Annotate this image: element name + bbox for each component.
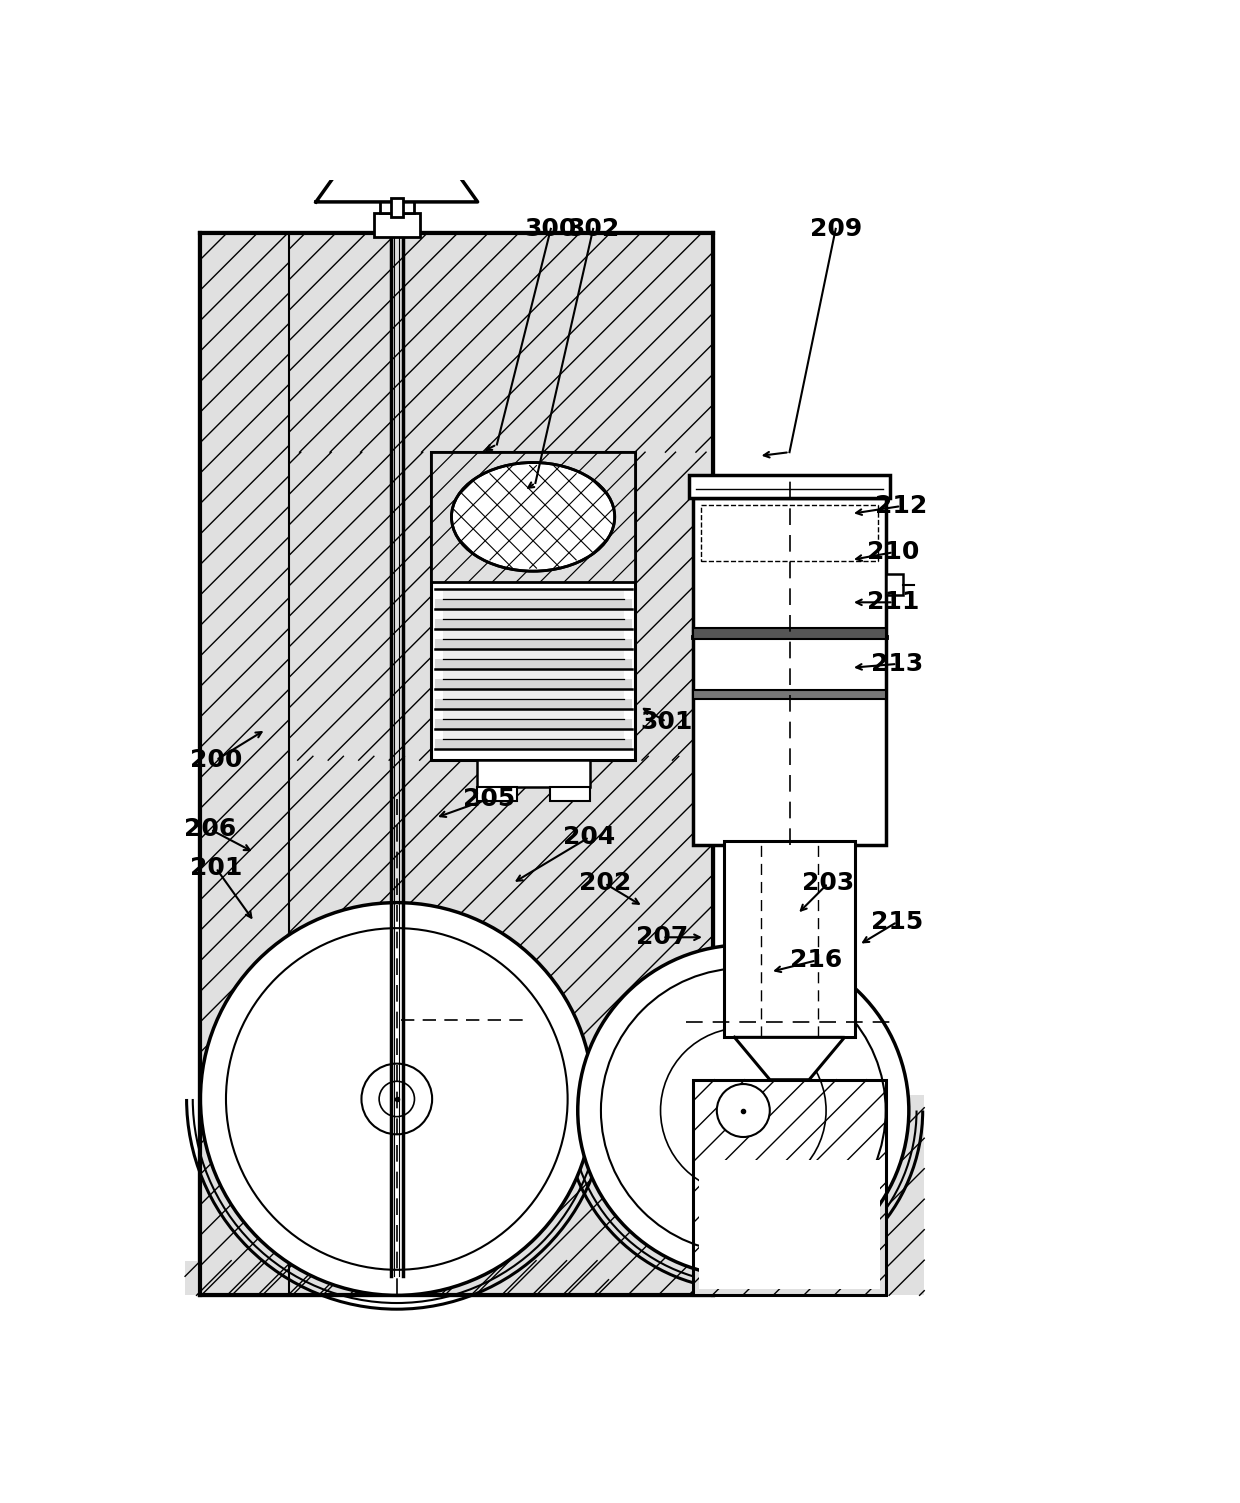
Bar	[435, 699, 631, 709]
Bar	[379, 200, 414, 213]
Text: 205: 205	[463, 786, 516, 810]
Bar	[693, 1079, 885, 1296]
Text: 215: 215	[872, 909, 924, 933]
Text: 300: 300	[525, 216, 577, 240]
Text: 209: 209	[810, 216, 862, 240]
Bar	[201, 233, 713, 1296]
Bar	[443, 688, 624, 699]
Circle shape	[201, 903, 593, 1296]
Bar	[373, 213, 420, 236]
Circle shape	[578, 945, 909, 1276]
Bar	[699, 1160, 879, 1290]
Bar	[435, 600, 631, 609]
Circle shape	[379, 1081, 414, 1117]
Text: 207: 207	[636, 926, 688, 950]
Polygon shape	[316, 174, 477, 201]
Bar	[432, 452, 635, 582]
Bar	[443, 669, 624, 679]
Bar	[289, 756, 713, 1296]
Bar	[693, 628, 885, 639]
Bar	[693, 1079, 885, 1296]
Text: 203: 203	[802, 872, 854, 896]
Polygon shape	[734, 1037, 844, 1079]
Text: 200: 200	[190, 748, 242, 773]
Bar	[435, 658, 631, 669]
Text: 202: 202	[579, 872, 631, 896]
Bar	[443, 729, 624, 738]
Text: 201: 201	[190, 857, 242, 879]
Text: 301: 301	[640, 709, 692, 733]
Bar	[701, 505, 878, 561]
Circle shape	[361, 1064, 433, 1135]
Bar	[435, 718, 631, 729]
Bar	[435, 738, 631, 748]
Bar	[201, 233, 713, 1296]
Text: 204: 204	[563, 825, 615, 849]
Text: 206: 206	[185, 818, 237, 842]
Bar	[443, 649, 624, 658]
Bar	[435, 619, 631, 630]
Bar	[201, 233, 289, 1296]
Bar	[724, 842, 854, 1037]
Bar	[435, 679, 631, 688]
Bar	[477, 788, 517, 801]
Bar	[185, 1261, 609, 1296]
Text: 216: 216	[790, 948, 842, 972]
Bar	[693, 499, 885, 845]
Bar	[443, 589, 624, 600]
Bar	[289, 233, 713, 452]
Bar	[477, 761, 589, 788]
Bar	[435, 639, 631, 649]
Bar	[391, 198, 403, 218]
Bar	[432, 452, 635, 582]
Bar	[689, 475, 889, 499]
Bar	[551, 788, 589, 801]
Bar	[635, 452, 713, 761]
Bar	[885, 574, 903, 595]
Bar	[201, 1096, 924, 1296]
Bar	[693, 690, 885, 699]
Bar	[289, 452, 432, 761]
Text: 210: 210	[867, 540, 920, 564]
Bar	[432, 452, 635, 761]
Bar	[443, 709, 624, 718]
Text: 302: 302	[567, 216, 619, 240]
Text: 212: 212	[875, 494, 928, 519]
Bar	[219, 748, 675, 1296]
Bar	[432, 452, 635, 761]
Text: 213: 213	[872, 652, 924, 676]
Bar	[443, 609, 624, 619]
Ellipse shape	[451, 463, 615, 571]
Bar	[443, 630, 624, 639]
Circle shape	[717, 1084, 770, 1136]
Text: 211: 211	[867, 591, 920, 615]
